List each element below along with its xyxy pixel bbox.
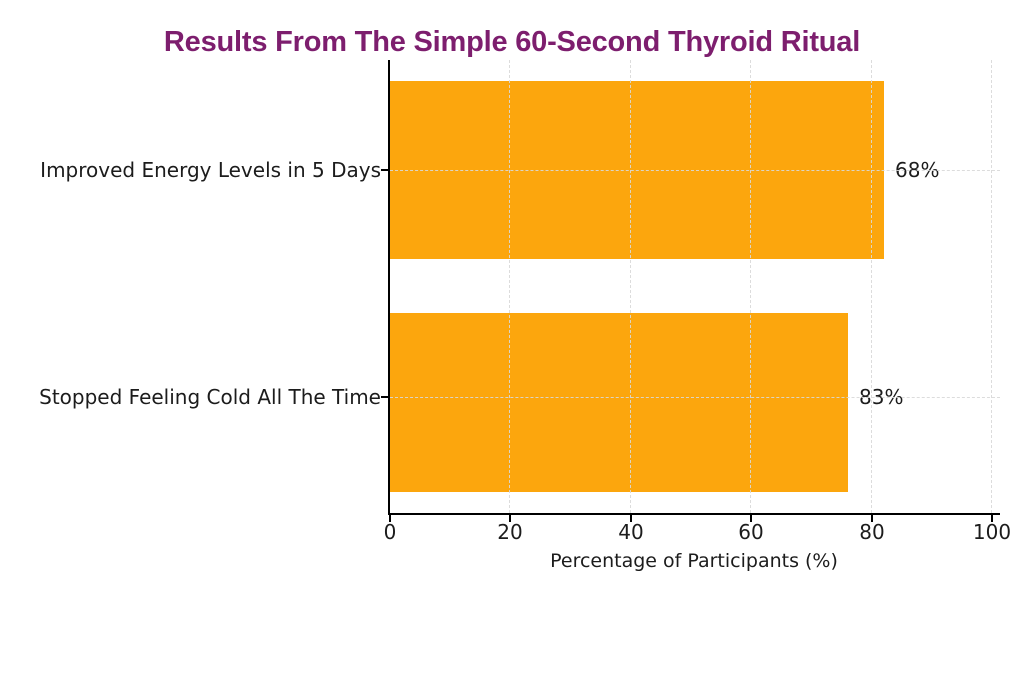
x-axis-tick (630, 515, 632, 522)
ytick-label-stopped-feeling-cold: Stopped Feeling Cold All The Time (39, 385, 381, 409)
x-axis-tick (871, 515, 873, 522)
vertical-gridline (750, 60, 751, 513)
xtick-label: 80 (859, 520, 885, 544)
x-axis-tick (750, 515, 752, 522)
ytick-label-improved-energy-levels: Improved Energy Levels in 5 Days (40, 158, 381, 182)
vertical-gridline (871, 60, 872, 513)
x-axis-tick (389, 515, 391, 522)
xtick-label: 0 (383, 520, 397, 544)
xtick-label: 100 (972, 520, 1012, 544)
xtick-label: 20 (497, 520, 523, 544)
vertical-gridline (991, 60, 992, 513)
y-axis-tick (381, 396, 388, 398)
vertical-gridline (509, 60, 510, 513)
bar-stopped-feeling-cold (390, 313, 848, 492)
horizontal-gridline (390, 397, 1000, 398)
xtick-label: 40 (618, 520, 644, 544)
x-axis-label: Percentage of Participants (%) (550, 550, 838, 572)
plot-area (388, 60, 1000, 515)
x-axis-tick (991, 515, 993, 522)
chart-title: Results From The Simple 60-Second Thyroi… (163, 26, 861, 58)
xtick-label: 60 (738, 520, 764, 544)
x-axis-tick (509, 515, 511, 522)
horizontal-gridline (390, 170, 1000, 171)
vertical-gridline (630, 60, 631, 513)
y-axis-tick (381, 169, 388, 171)
